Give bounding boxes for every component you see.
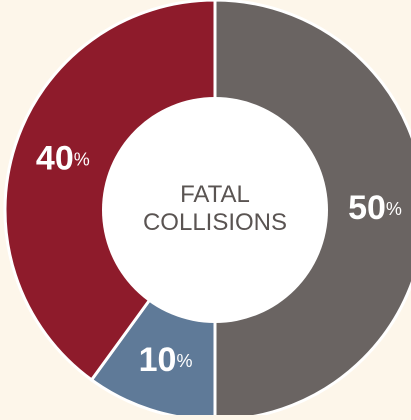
label-part: 40	[36, 140, 74, 178]
slice-label: 10%	[139, 341, 193, 379]
label-part: 10	[139, 341, 177, 379]
label-part: %	[74, 149, 90, 169]
title-line: COLLISIONS	[143, 209, 287, 236]
label-part: %	[176, 351, 192, 371]
label-part: 50	[348, 189, 386, 227]
title-line: FATAL	[180, 181, 250, 208]
center-title: FATAL COLLISIONS	[143, 181, 287, 236]
donut-hole	[102, 97, 328, 323]
label-part: %	[386, 199, 402, 219]
slice-label: 40%	[36, 140, 90, 178]
slice-label: 50%	[348, 189, 402, 227]
